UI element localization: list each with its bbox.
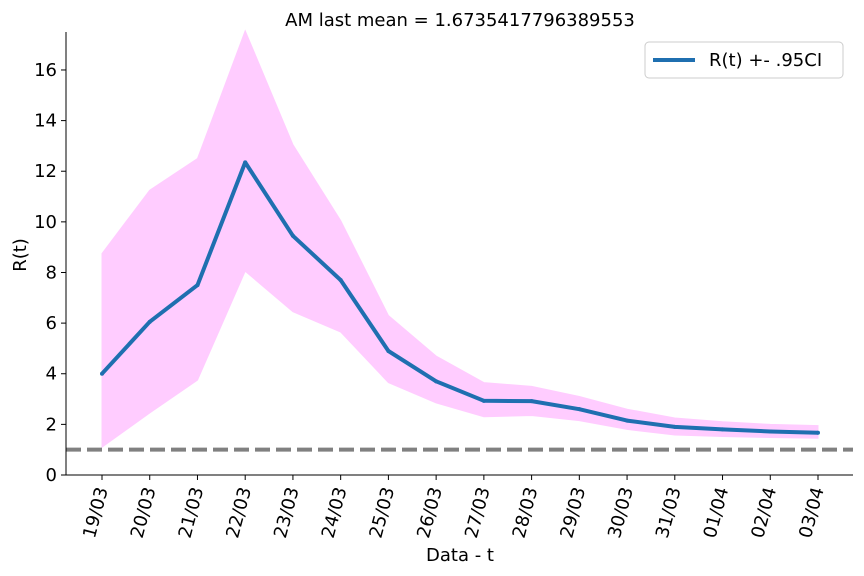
x-tick-label: 27/03 (461, 485, 495, 541)
legend: R(t) +- .95CI (645, 42, 843, 78)
x-tick-label: 03/04 (795, 485, 829, 541)
y-tick-label: 16 (34, 60, 57, 81)
x-tick-label: 28/03 (509, 485, 543, 541)
data-point (530, 399, 534, 403)
x-tick-label: 31/03 (652, 485, 686, 541)
data-point (434, 379, 438, 383)
x-tick-label: 30/03 (604, 485, 638, 541)
plot-area: 0 2 4 6 8 10 12 14 16 19/03 20/03 21/03 22/03 23/03 24… (34, 31, 853, 541)
data-point (673, 425, 677, 429)
data-point (816, 431, 820, 435)
y-tick-label: 0 (46, 465, 57, 486)
chart-title: AM last mean = 1.6735417796389553 (285, 10, 635, 31)
y-tick-label: 12 (34, 161, 57, 182)
data-point (291, 234, 295, 238)
data-point (148, 320, 152, 324)
data-point (243, 160, 247, 164)
y-tick-label: 2 (46, 414, 57, 435)
legend-label: R(t) +- .95CI (709, 50, 822, 71)
x-tick-label: 19/03 (79, 485, 113, 541)
y-tick-label: 6 (46, 313, 57, 334)
data-point (625, 419, 629, 423)
x-tick-label: 02/04 (747, 485, 781, 541)
y-axis-label: R(t) (10, 238, 31, 272)
data-point (100, 372, 104, 376)
confidence-band (102, 31, 818, 448)
data-point (482, 399, 486, 403)
y-tick-label: 14 (34, 111, 57, 132)
x-tick-label: 01/04 (700, 485, 734, 541)
data-point (386, 349, 390, 353)
y-tick-label: 8 (46, 262, 57, 283)
x-tick-label: 21/03 (175, 485, 209, 541)
x-tick-label: 26/03 (413, 485, 447, 541)
data-point (339, 278, 343, 282)
data-point (195, 283, 199, 287)
y-tick-label: 4 (46, 364, 57, 385)
x-tick-label: 20/03 (127, 485, 161, 541)
data-point (721, 427, 725, 431)
x-tick-label: 25/03 (366, 485, 400, 541)
data-point (577, 407, 581, 411)
x-tick-label: 22/03 (222, 485, 256, 541)
x-tick-label: 23/03 (270, 485, 304, 541)
data-point (768, 429, 772, 433)
x-axis-label: Data - t (426, 545, 494, 566)
x-tick-label: 24/03 (318, 485, 352, 541)
y-tick-label: 10 (34, 212, 57, 233)
x-tick-label: 29/03 (556, 485, 590, 541)
